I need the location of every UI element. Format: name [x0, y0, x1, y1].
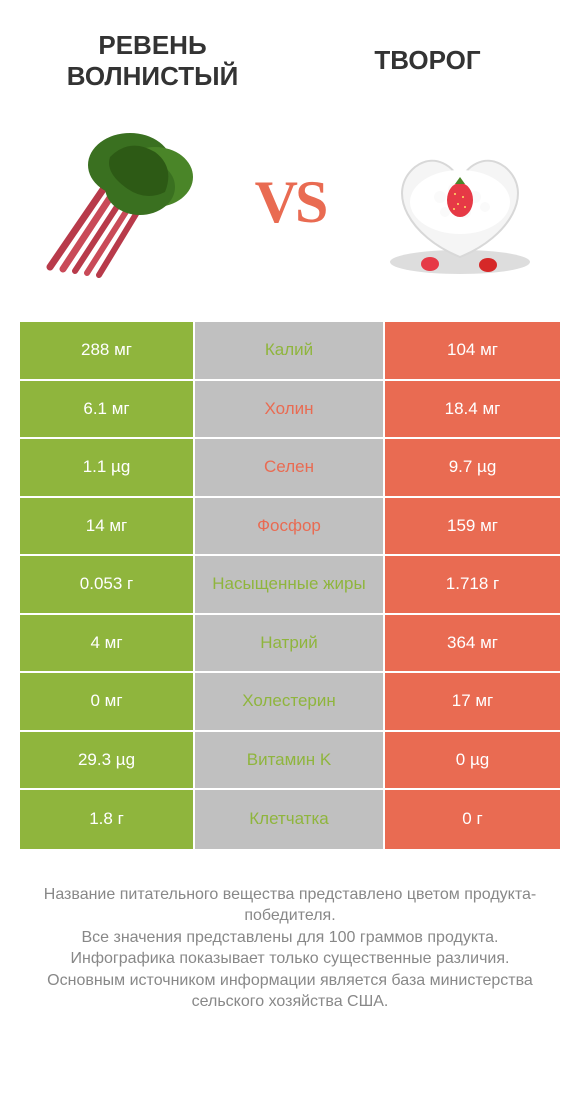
footer-line-3: Инфографика показывает только существенн…: [71, 950, 510, 967]
nutrient-name: Холин: [195, 381, 385, 438]
nutrient-name: Селен: [195, 439, 385, 496]
right-value: 18.4 мг: [385, 381, 560, 438]
comparison-table: 288 мгКалий104 мг6.1 мгХолин18.4 мг1.1 µ…: [0, 322, 580, 849]
footer-line-4: Основным источником информации является …: [47, 972, 533, 1011]
table-row: 0.053 гНасыщенные жиры1.718 г: [20, 556, 560, 615]
left-value: 0 мг: [20, 673, 195, 730]
header: РЕВЕНЬ ВОЛНИСТЫЙ ТВОРОГ: [0, 0, 580, 102]
right-value: 364 мг: [385, 615, 560, 672]
left-value: 1.8 г: [20, 790, 195, 849]
rhubarb-icon: [35, 117, 205, 287]
right-value: 0 г: [385, 790, 560, 849]
footer-line-2: Все значения представлены для 100 граммо…: [81, 929, 498, 946]
table-row: 29.3 µgВитамин K0 µg: [20, 732, 560, 791]
left-value: 14 мг: [20, 498, 195, 555]
images-row: VS: [0, 102, 580, 322]
nutrient-name: Насыщенные жиры: [195, 556, 385, 613]
right-product-title: ТВОРОГ: [315, 30, 540, 92]
table-row: 14 мгФосфор159 мг: [20, 498, 560, 557]
rhubarb-image: [30, 112, 210, 292]
right-value: 9.7 µg: [385, 439, 560, 496]
nutrient-name: Натрий: [195, 615, 385, 672]
right-value: 1.718 г: [385, 556, 560, 613]
cottage-cheese-icon: [370, 122, 550, 282]
table-row: 1.1 µgСелен9.7 µg: [20, 439, 560, 498]
table-row: 1.8 гКлетчатка0 г: [20, 790, 560, 849]
footer-line-1: Название питательного вещества представл…: [44, 886, 536, 925]
table-row: 288 мгКалий104 мг: [20, 322, 560, 381]
right-value: 17 мг: [385, 673, 560, 730]
left-product-title: РЕВЕНЬ ВОЛНИСТЫЙ: [40, 30, 265, 92]
table-row: 0 мгХолестерин17 мг: [20, 673, 560, 732]
left-value: 0.053 г: [20, 556, 195, 613]
left-value: 29.3 µg: [20, 732, 195, 789]
nutrient-name: Витамин K: [195, 732, 385, 789]
cottage-cheese-image: [370, 112, 550, 292]
footer-note: Название питательного вещества представл…: [0, 849, 580, 1014]
right-value: 0 µg: [385, 732, 560, 789]
left-value: 4 мг: [20, 615, 195, 672]
vs-label: VS: [255, 168, 326, 237]
nutrient-name: Фосфор: [195, 498, 385, 555]
nutrient-name: Холестерин: [195, 673, 385, 730]
left-value: 1.1 µg: [20, 439, 195, 496]
nutrient-name: Клетчатка: [195, 790, 385, 849]
table-row: 6.1 мгХолин18.4 мг: [20, 381, 560, 440]
left-value: 288 мг: [20, 322, 195, 379]
right-value: 159 мг: [385, 498, 560, 555]
table-row: 4 мгНатрий364 мг: [20, 615, 560, 674]
right-value: 104 мг: [385, 322, 560, 379]
left-value: 6.1 мг: [20, 381, 195, 438]
nutrient-name: Калий: [195, 322, 385, 379]
